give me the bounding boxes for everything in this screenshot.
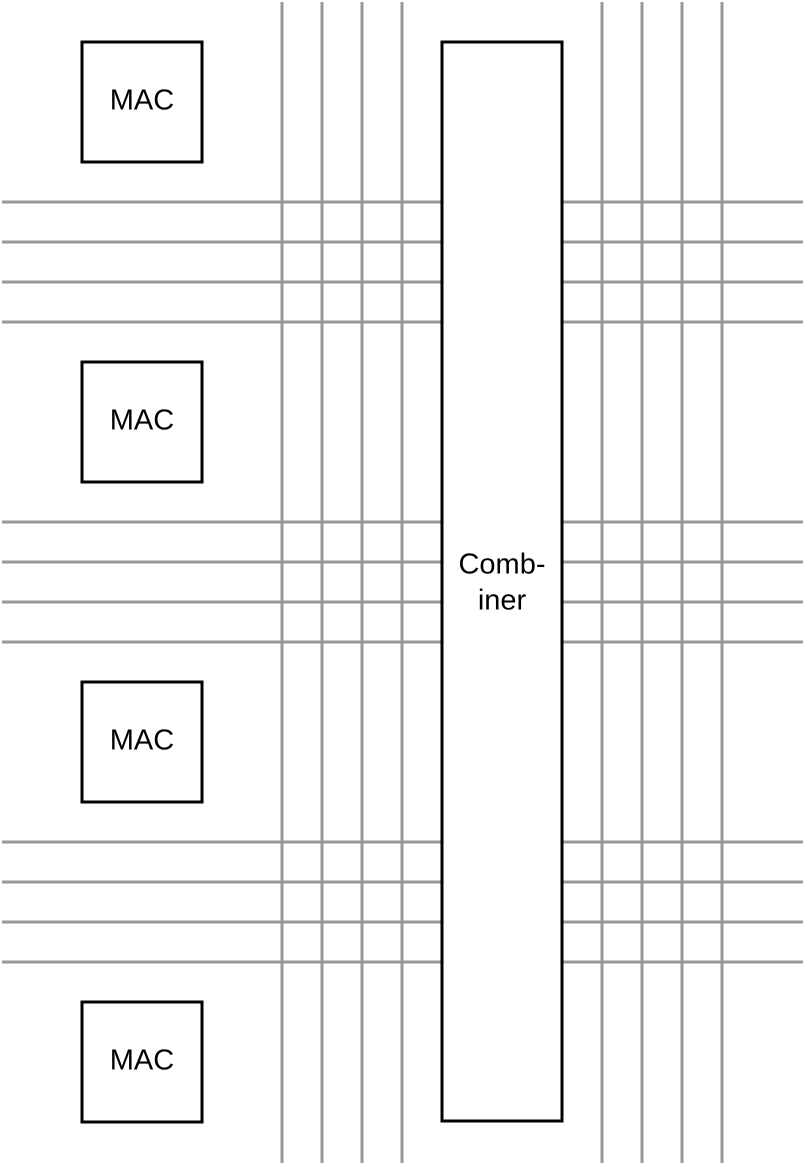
horizontal-wires — [2, 200, 803, 964]
mac-block: MAC — [80, 1000, 204, 1124]
combiner-block: Comb- iner — [440, 40, 564, 1123]
combiner-label-line2: iner — [478, 585, 527, 617]
mac-block-label: MAC — [110, 1045, 174, 1077]
mac-block-label: MAC — [110, 405, 174, 437]
mac-block-box — [80, 360, 204, 484]
mac-block: MAC — [80, 40, 204, 164]
mac-block-label: MAC — [110, 85, 174, 117]
combiner-box — [440, 40, 564, 1123]
combiner-label-line1: Comb- — [458, 549, 545, 581]
mac-block: MAC — [80, 680, 204, 804]
mac-block: MAC — [80, 360, 204, 484]
mac-block-box — [80, 680, 204, 804]
mac-block-box — [80, 40, 204, 164]
mac-block-label: MAC — [110, 725, 174, 757]
vertical-wires — [280, 2, 724, 1163]
mac-block-box — [80, 1000, 204, 1124]
